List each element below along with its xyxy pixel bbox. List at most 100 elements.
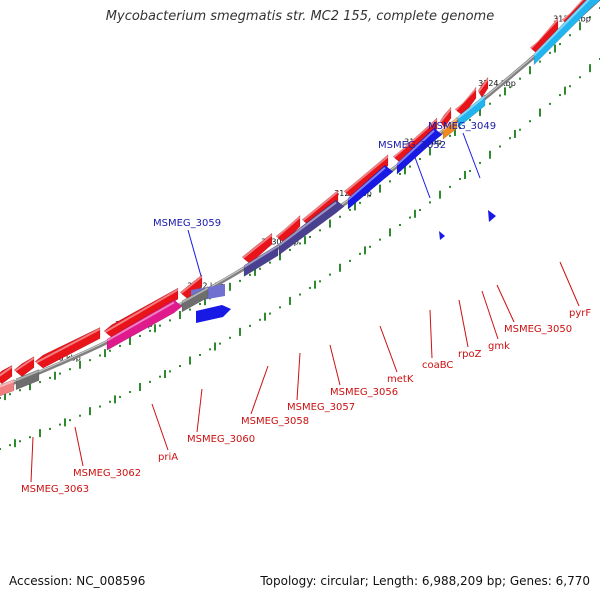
gene-label: MSMEG_3052 (378, 140, 446, 151)
axis-dot (429, 201, 431, 204)
axis-dot (359, 252, 361, 255)
axis-dot (169, 319, 171, 322)
axis-dot (259, 267, 261, 270)
gene-highlight (454, 87, 477, 112)
gene-label: gmk (488, 341, 510, 352)
axis-dot (419, 209, 421, 212)
axis-dot (369, 194, 371, 197)
axis-dot (409, 216, 411, 219)
gene-label: MSMEG_3050 (504, 324, 572, 335)
axis-dot (29, 436, 31, 439)
gene-reverse (106, 299, 183, 351)
axis-dot (319, 229, 321, 232)
tick-label: 3132 kbp (187, 282, 225, 291)
axis-dot (369, 245, 371, 248)
axis-dot (439, 142, 441, 145)
gene-highlight (439, 107, 452, 124)
gene-forward (34, 327, 101, 369)
gene-forward (477, 76, 489, 98)
axis-dot (569, 34, 571, 37)
axis-dot (9, 393, 11, 396)
gene-label: MSMEG_3049 (428, 121, 496, 132)
callout-line (296, 352, 301, 401)
gene-forward-small (488, 210, 496, 222)
gene-label: MSMEG_3058 (241, 416, 309, 427)
axis-dot (179, 365, 181, 368)
axis-dot (349, 259, 351, 262)
gene-reverse (396, 127, 443, 175)
gene-highlight (0, 366, 13, 377)
axis-dot (539, 60, 541, 63)
gene-highlight (278, 201, 337, 247)
gene-reverse (347, 164, 394, 210)
axis-dot (389, 180, 391, 183)
axis-dot (239, 279, 241, 282)
axis-dot (139, 334, 141, 337)
axis-dot (19, 440, 21, 443)
axis-dot (229, 336, 231, 339)
axis-dot (449, 185, 451, 188)
tick-label: 3130 kbp (261, 237, 299, 246)
gene-highlight (243, 245, 279, 268)
axis-dot (419, 158, 421, 161)
axis-dot (149, 380, 151, 383)
axis-dot (399, 173, 401, 175)
callout-line (481, 290, 499, 340)
axis-dot (459, 126, 461, 129)
axis-dot (49, 376, 51, 379)
gene-highlight (179, 275, 203, 295)
axis-dot (109, 400, 111, 403)
axis-dot (309, 286, 311, 289)
axis-dot (589, 16, 591, 19)
callout-line (496, 284, 515, 323)
gene-label: MSMEG_3056 (330, 387, 398, 398)
axis-dot (569, 85, 571, 88)
gene-label: rpoZ (458, 349, 482, 360)
gene-label: coaBC (422, 360, 453, 371)
forward-gene-labels: MSMEG_3049 MSMEG_3052 MSMEG_3059 (153, 121, 496, 229)
axis-dot (149, 329, 151, 332)
callout-line (429, 309, 433, 359)
gene-highlight (442, 118, 458, 131)
callouts (30, 132, 580, 483)
gene-reverse (0, 379, 15, 397)
axis-dot (269, 261, 271, 264)
gene-highlight (533, 0, 590, 56)
axis-dot (89, 359, 91, 362)
axis-dot (279, 306, 281, 309)
axis-dot (79, 414, 81, 417)
axis-dot (509, 86, 511, 89)
axis-dot (469, 169, 471, 172)
axis-dot (69, 368, 71, 371)
axis-dot (159, 324, 161, 327)
axis-dot (299, 293, 301, 296)
callout-line (412, 151, 431, 199)
gene-highlight (396, 129, 435, 166)
axis-dot (119, 344, 121, 347)
gene-highlight (477, 78, 489, 94)
gene-forward-msmeg3059-b (196, 305, 231, 323)
callout-line (559, 261, 580, 307)
callout-line (250, 365, 269, 415)
gene-label: MSMEG_3057 (287, 402, 355, 413)
gene-highlight (347, 166, 386, 201)
axis-dot (329, 273, 331, 276)
axis-dot (289, 248, 291, 251)
accession-text: Accession: NC_008596 (9, 574, 146, 588)
axis-dot (469, 118, 471, 121)
gene-forward (13, 356, 35, 377)
axis-dot (129, 390, 131, 393)
axis-dot (449, 134, 451, 137)
axis-dot (109, 349, 111, 352)
callout-line (329, 344, 341, 386)
axis-dot (509, 137, 511, 140)
axis-dot (69, 419, 71, 422)
axis-dot (169, 370, 171, 373)
axis-dot (379, 238, 381, 241)
gene-highlight (529, 18, 559, 50)
axis-dot (9, 444, 11, 447)
axis-dot (309, 235, 311, 238)
axis-dot (559, 94, 561, 97)
gene-label: MSMEG_3060 (187, 434, 255, 445)
gene-reverse (533, 0, 600, 66)
